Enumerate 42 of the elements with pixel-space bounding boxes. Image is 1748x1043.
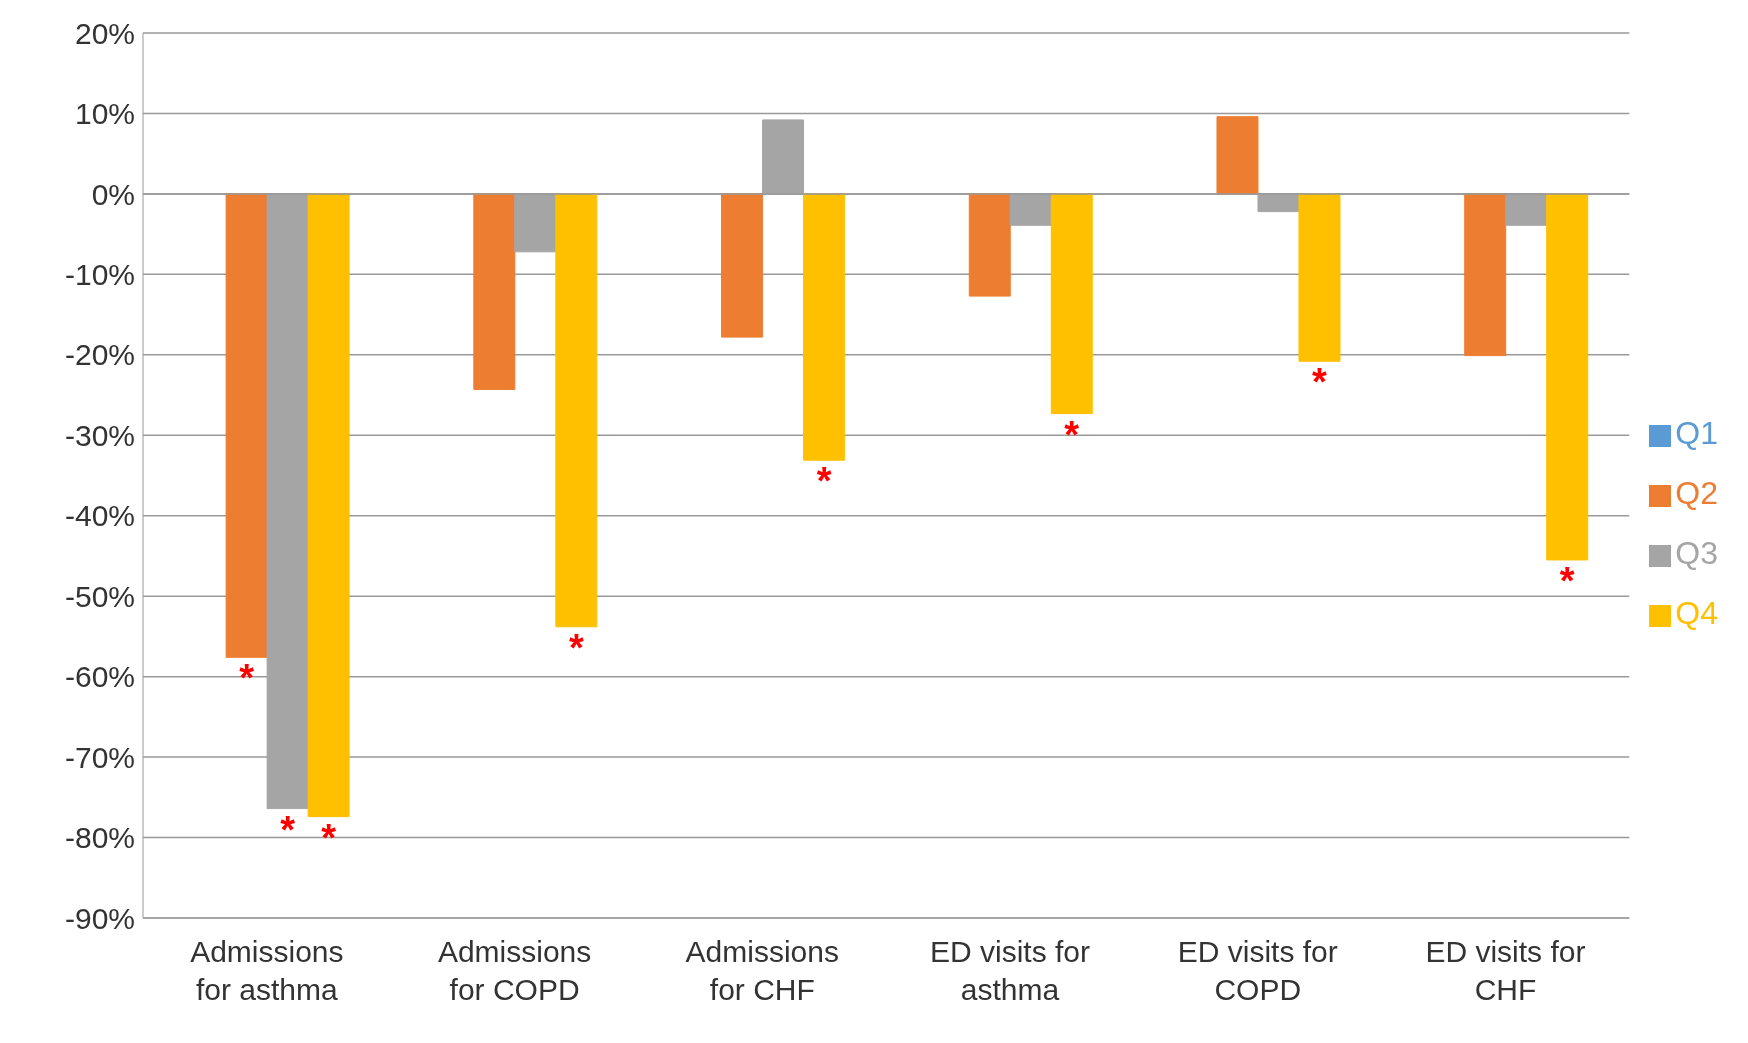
bar bbox=[307, 193, 350, 818]
x-tick-label: Admissions for COPD bbox=[437, 935, 592, 1006]
x-tick-label: ED visits for CHF bbox=[1425, 935, 1586, 1006]
y-tick-label: -30% bbox=[64, 418, 135, 452]
bar bbox=[1298, 193, 1341, 362]
y-tick-label: -20% bbox=[64, 338, 135, 372]
legend-label: Q4 bbox=[1675, 595, 1718, 631]
data-label: * bbox=[1064, 413, 1080, 456]
data-label: * bbox=[321, 816, 337, 859]
y-tick-label: 20% bbox=[74, 16, 135, 50]
data-label: * bbox=[239, 657, 255, 700]
bar bbox=[803, 193, 846, 461]
bar bbox=[721, 193, 764, 338]
data-label: * bbox=[280, 808, 296, 851]
data-label: * bbox=[568, 626, 584, 669]
x-tick-label: Admissions for CHF bbox=[685, 935, 839, 1006]
y-tick-label: -60% bbox=[64, 660, 135, 694]
x-tick-label: ED visits for COPD bbox=[1177, 935, 1338, 1006]
bar bbox=[555, 193, 598, 628]
y-tick-label: 10% bbox=[74, 97, 135, 131]
y-tick-label: -10% bbox=[64, 258, 135, 292]
y-tick-label: -90% bbox=[64, 901, 135, 935]
y-tick-label: -40% bbox=[64, 499, 135, 533]
bar bbox=[1464, 193, 1507, 357]
bar bbox=[473, 193, 516, 390]
y-tick-label: 0% bbox=[91, 177, 135, 211]
bar bbox=[1546, 193, 1589, 561]
bar bbox=[968, 193, 1011, 297]
y-tick-label: -70% bbox=[64, 740, 135, 774]
legend-label: Q2 bbox=[1675, 475, 1718, 511]
legend-label: Q1 bbox=[1675, 415, 1718, 451]
data-label: * bbox=[1559, 559, 1575, 602]
data-label: * bbox=[816, 460, 832, 503]
legend-label: Q3 bbox=[1675, 535, 1718, 571]
bar bbox=[225, 193, 268, 658]
bar bbox=[1050, 193, 1093, 415]
x-tick-label: Admissions for asthma bbox=[190, 935, 344, 1006]
y-tick-label: -80% bbox=[64, 821, 135, 855]
x-tick-label: ED visits for asthma bbox=[930, 935, 1091, 1006]
y-tick-label: -50% bbox=[64, 579, 135, 613]
data-label: * bbox=[1312, 361, 1328, 404]
bar bbox=[1216, 116, 1259, 195]
